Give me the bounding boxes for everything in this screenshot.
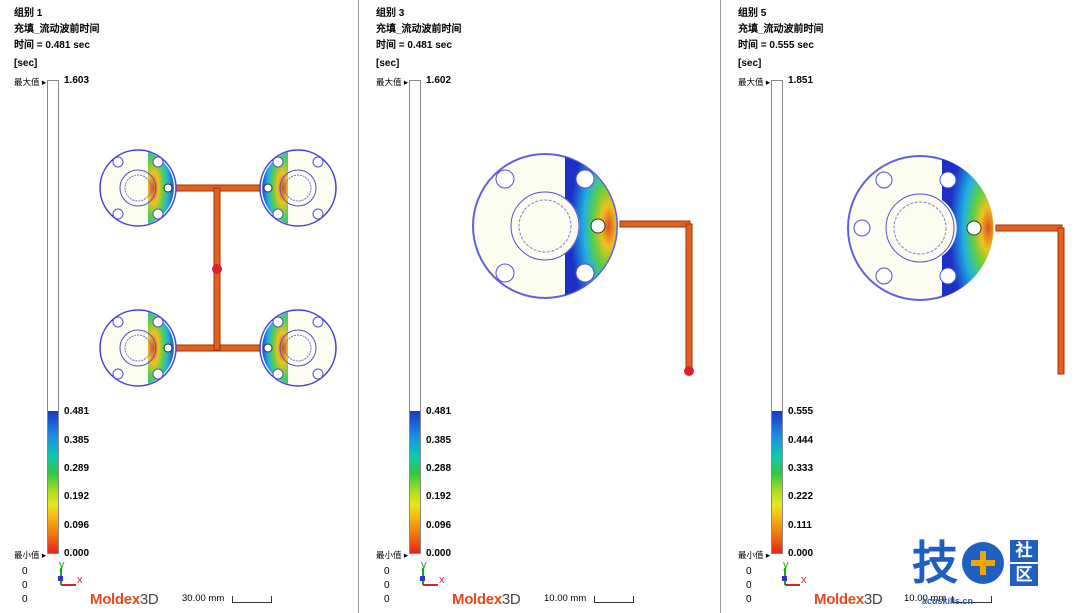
max-label: 最大值 ▸ <box>376 77 409 87</box>
result-panel-group-3: 组别 3 充填_流动波前时间 时间 = 0.481 sec [sec] 最大值 … <box>362 0 721 613</box>
legend-tick: 0.111 <box>788 520 812 531</box>
axis-x-label: x <box>439 574 445 586</box>
legend-tick: 0.385 <box>426 435 452 446</box>
coord-x: 0 <box>22 566 28 577</box>
max-value: 1.602 <box>426 75 452 86</box>
color-legend-bar <box>409 80 421 554</box>
min-value: 0.000 <box>788 548 814 559</box>
min-value: 0.000 <box>64 548 90 559</box>
legend-tick: 0.385 <box>64 435 90 446</box>
time-readout: 时间 = 0.481 sec <box>376 40 452 51</box>
legend-tick: 0.481 <box>426 406 452 417</box>
legend-tick: 0.222 <box>788 491 814 502</box>
max-label: 最大值 ▸ <box>14 77 47 87</box>
sprue-gate-icon <box>684 366 694 376</box>
legend-tick: 0.481 <box>64 406 90 417</box>
group-title: 组别 1 <box>14 8 43 19</box>
result-name: 充填_流动波前时间 <box>738 24 824 35</box>
coord-z: 0 <box>384 594 390 605</box>
legend-tick: 0.289 <box>64 463 90 474</box>
group-title: 组别 3 <box>376 8 405 19</box>
scale-label: 10.00 mm <box>544 593 587 604</box>
max-value: 1.851 <box>788 75 814 86</box>
result-panel-group-1: 组别 1 充填_流动波前时间 时间 = 0.481 sec [sec] 最大值 … <box>0 0 359 613</box>
coord-y: 0 <box>746 580 752 591</box>
legend-tick: 0.192 <box>64 491 90 502</box>
part-cavity <box>259 309 337 387</box>
moldex3d-logo: Moldex3D <box>90 591 159 608</box>
time-readout: 时间 = 0.555 sec <box>738 40 814 51</box>
coord-x: 0 <box>746 566 752 577</box>
model-view[interactable]: y x <box>0 0 358 613</box>
min-value: 0.000 <box>426 548 452 559</box>
unit-label: [sec] <box>738 58 762 69</box>
scale-label: 10.00 mm <box>904 593 947 604</box>
watermark-side-2: 区 <box>1010 564 1038 586</box>
part-cavity <box>99 149 177 227</box>
unit-label: [sec] <box>376 58 400 69</box>
max-value: 1.603 <box>64 75 90 86</box>
axis-x-label: x <box>77 574 83 586</box>
part-cavity <box>99 309 177 387</box>
axis-y-label: y <box>421 559 427 571</box>
scale-bar <box>952 596 992 603</box>
max-label: 最大值 ▸ <box>738 77 771 87</box>
unit-label: [sec] <box>14 58 38 69</box>
axis-y-label: y <box>59 559 65 571</box>
axis-triad-icon <box>782 568 800 586</box>
model-view[interactable]: y x <box>362 0 720 613</box>
result-name: 充填_流动波前时间 <box>14 24 100 35</box>
coord-y: 0 <box>384 580 390 591</box>
scale-bar <box>594 596 634 603</box>
color-legend-bar <box>771 80 783 554</box>
coord-z: 0 <box>746 594 752 605</box>
group-title: 组别 5 <box>738 8 767 19</box>
axis-y-label: y <box>783 559 789 571</box>
part-cavity <box>259 149 337 227</box>
scale-label: 30.00 mm <box>182 593 225 604</box>
time-readout: 时间 = 0.481 sec <box>14 40 90 51</box>
result-panel-group-5: 组别 5 充填_流动波前时间 时间 = 0.555 sec [sec] 最大值 … <box>724 0 1080 613</box>
legend-tick: 0.333 <box>788 463 814 474</box>
part-cavity <box>472 153 618 299</box>
coord-z: 0 <box>22 594 28 605</box>
legend-tick: 0.288 <box>426 463 452 474</box>
scale-bar <box>232 596 272 603</box>
legend-tick: 0.096 <box>426 520 452 531</box>
watermark-url: acuskills.cn <box>922 596 974 606</box>
plus-icon <box>962 542 1004 584</box>
part-cavity <box>847 155 994 301</box>
min-label: 最小值 ▸ <box>738 550 771 560</box>
axis-triad-icon <box>420 568 438 586</box>
watermark-side-1: 社 <box>1010 540 1038 562</box>
moldex3d-logo: Moldex3D <box>452 591 521 608</box>
min-label: 最小值 ▸ <box>376 550 409 560</box>
model-view[interactable]: y x <box>724 0 1080 613</box>
axis-x-label: x <box>801 574 807 586</box>
coord-x: 0 <box>384 566 390 577</box>
legend-tick: 0.096 <box>64 520 90 531</box>
result-name: 充填_流动波前时间 <box>376 24 462 35</box>
moldex3d-logo: Moldex3D <box>814 591 883 608</box>
watermark-char: 技 <box>912 537 958 589</box>
legend-tick: 0.192 <box>426 491 452 502</box>
sprue-gate-icon <box>212 264 222 274</box>
coord-y: 0 <box>22 580 28 591</box>
legend-tick: 0.444 <box>788 435 814 446</box>
legend-tick: 0.555 <box>788 406 814 417</box>
color-legend-bar <box>47 80 59 554</box>
axis-triad-icon <box>58 568 76 586</box>
min-label: 最小值 ▸ <box>14 550 47 560</box>
